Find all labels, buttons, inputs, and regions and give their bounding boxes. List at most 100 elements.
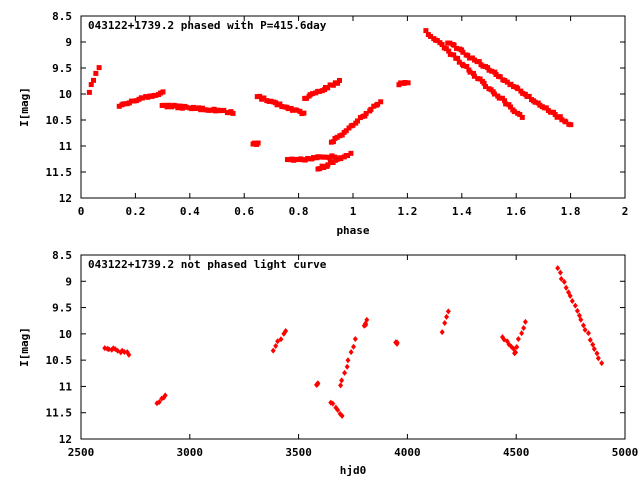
x-tick-label: 3500 — [285, 446, 312, 459]
x-tick-label: 1.2 — [397, 205, 417, 218]
data-point — [325, 162, 331, 168]
data-point — [517, 112, 523, 118]
data-point — [502, 98, 508, 104]
data-point — [91, 77, 97, 83]
data-point — [183, 104, 189, 110]
data-point — [274, 102, 280, 108]
data-point — [121, 349, 127, 356]
data-point — [405, 80, 411, 86]
data-point — [476, 59, 482, 65]
data-point — [445, 308, 451, 315]
data-point — [221, 107, 227, 113]
data-point — [169, 104, 175, 110]
data-point — [330, 139, 336, 145]
data-point — [521, 324, 527, 331]
data-point — [314, 381, 320, 388]
x-tick-label: 1.4 — [452, 205, 472, 218]
data-point — [294, 107, 300, 113]
data-point — [345, 357, 351, 364]
data-point — [394, 339, 400, 346]
data-point — [166, 102, 172, 108]
data-point — [96, 65, 102, 71]
data-point — [160, 89, 166, 95]
data-point — [317, 88, 323, 94]
data-point — [447, 40, 453, 46]
data-point — [561, 278, 567, 285]
data-point — [298, 156, 304, 162]
data-point — [439, 329, 445, 336]
phased-light-curve-panel: 0 0.2 0.4 0.6 0.8 1 1.2 1.4 1.6 1.8 2 8.5 9 9.5 10 10.5… — [18, 10, 628, 237]
y-tick-label: 9 — [65, 275, 72, 288]
data-point — [368, 106, 374, 112]
x-axis-label: phase — [336, 224, 369, 237]
x-tick-label: 0.8 — [289, 205, 309, 218]
data-point — [555, 265, 561, 272]
data-point — [587, 337, 593, 344]
data-point — [451, 52, 457, 58]
data-point — [585, 330, 591, 337]
data-point — [335, 80, 341, 86]
x-tick-label: 1.6 — [506, 205, 526, 218]
x-tick-label: 5000 — [612, 446, 639, 459]
data-point — [273, 342, 279, 349]
data-point — [309, 91, 315, 97]
y-tick-label: 10.5 — [46, 114, 73, 127]
data-point — [554, 114, 560, 120]
chart-title: 043122+1739.2 not phased light curve — [88, 258, 327, 271]
data-point — [591, 345, 597, 352]
data-point — [483, 84, 489, 90]
data-point — [350, 122, 356, 128]
data-point — [285, 106, 291, 112]
data-point — [514, 343, 520, 350]
x-axis-label: hjd0 — [340, 464, 367, 477]
data-point — [270, 347, 276, 354]
data-point — [128, 98, 134, 104]
data-point — [329, 153, 335, 159]
x-tick-label: 3000 — [177, 446, 204, 459]
y-tick-label: 8.5 — [52, 10, 72, 23]
data-point — [402, 79, 408, 85]
data-point — [456, 59, 462, 65]
data-point — [515, 336, 521, 343]
x-tick-label: 2 — [622, 205, 629, 218]
data-point — [284, 157, 290, 163]
data-point — [559, 117, 565, 123]
data-point — [378, 99, 384, 105]
data-point — [303, 95, 309, 101]
data-point — [116, 103, 122, 109]
data-point — [398, 80, 404, 86]
data-point — [486, 67, 492, 73]
data-point — [532, 99, 538, 105]
data-point — [327, 159, 333, 165]
data-point — [594, 350, 600, 357]
data-point — [335, 407, 341, 414]
data-point — [515, 86, 521, 92]
data-point — [325, 85, 331, 91]
data-point — [344, 363, 350, 370]
data-point — [257, 93, 263, 99]
data-point — [485, 65, 491, 71]
y-tick-label: 9.5 — [52, 302, 72, 315]
data-point — [557, 114, 563, 120]
data-point — [503, 101, 509, 107]
data-point — [511, 109, 517, 115]
data-point — [464, 63, 470, 69]
data-point — [327, 82, 333, 88]
data-point — [153, 92, 159, 98]
y-axis-label: I[mag] — [18, 87, 31, 127]
data-point — [552, 112, 558, 118]
data-point — [93, 70, 99, 76]
data-point — [357, 115, 363, 121]
data-point — [362, 113, 368, 119]
data-point — [261, 95, 267, 101]
data-point — [161, 102, 167, 108]
y-tick-label: 8.5 — [52, 249, 72, 262]
data-point — [568, 122, 574, 128]
data-point — [460, 63, 466, 69]
data-point — [465, 52, 471, 58]
data-point — [126, 351, 132, 358]
data-point — [156, 399, 162, 406]
data-point — [574, 307, 580, 314]
x-tick-label: 0.4 — [180, 205, 200, 218]
y-axis-label: I[mag] — [18, 327, 31, 367]
